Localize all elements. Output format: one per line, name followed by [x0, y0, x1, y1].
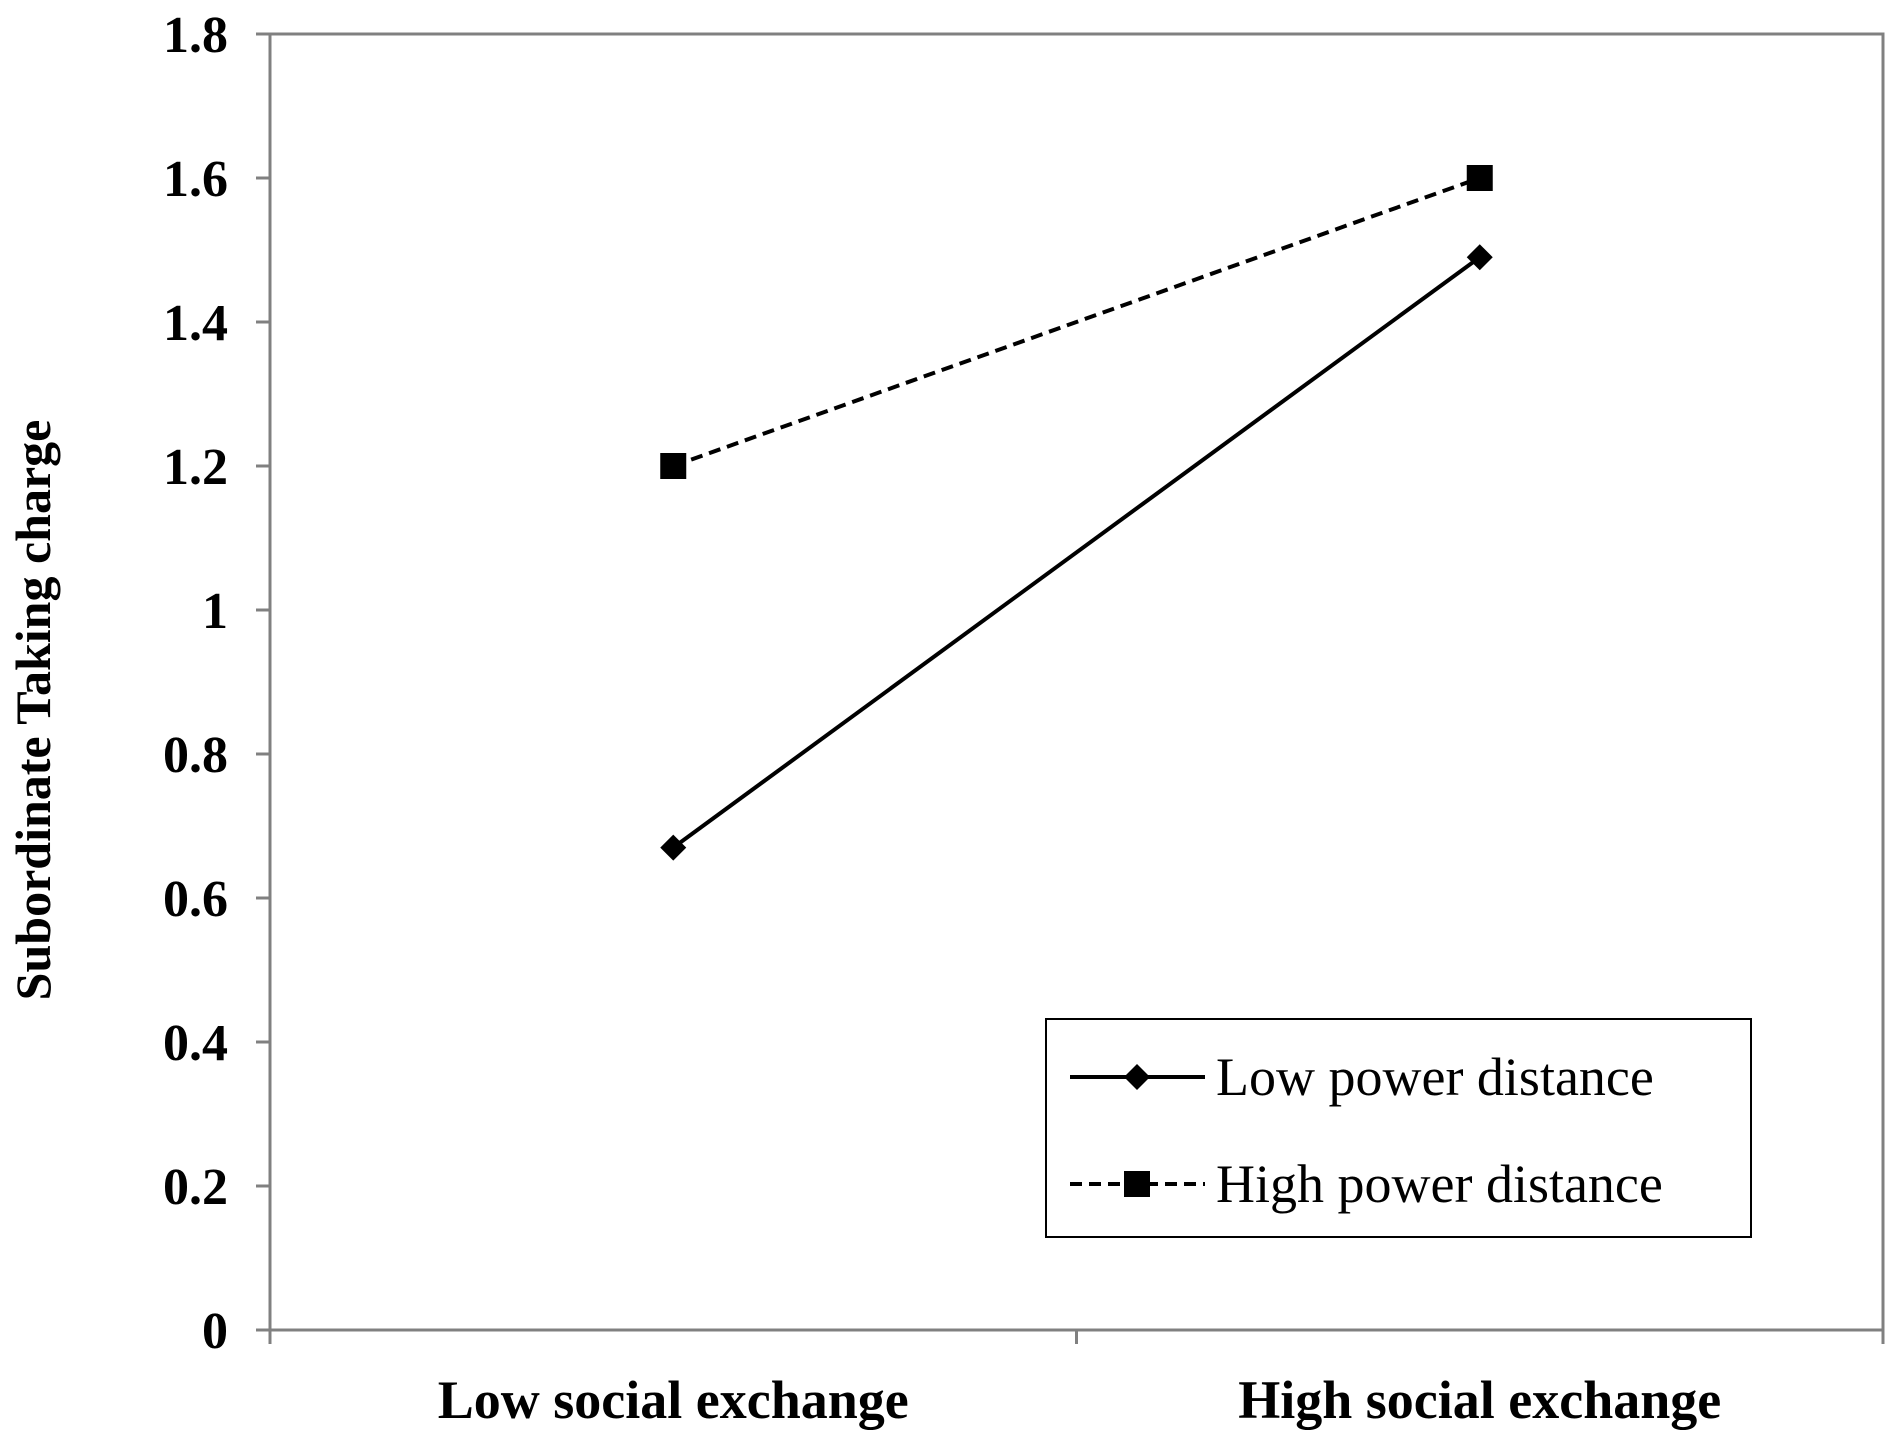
- x-category-label: Low social exchange: [438, 1370, 909, 1430]
- series-layer: [660, 165, 1493, 861]
- y-tick-label: 1: [202, 583, 228, 640]
- y-axis: 0 0.2 0.4 0.6 0.8 1 1.2 1.4 1.6 1.8: [163, 7, 270, 1360]
- y-tick-label: 1.6: [163, 151, 228, 208]
- series-line: [672, 176, 1481, 468]
- data-point: [660, 453, 687, 479]
- legend-box: [1045, 1018, 1752, 1238]
- legend-label: High power distance: [1216, 1154, 1663, 1214]
- y-tick-label: 1.4: [163, 295, 228, 352]
- x-axis: Low social exchange High social exchange: [268, 1330, 1885, 1430]
- legend-marker: [1124, 1064, 1150, 1090]
- legend-items: Low power distance High power distance: [1070, 1047, 1663, 1214]
- y-axis-title: Subordinate Taking charge: [5, 420, 61, 1001]
- legend-marker: [1124, 1171, 1150, 1197]
- y-tick-label: 1.2: [163, 439, 228, 496]
- data-point: [1466, 244, 1493, 271]
- data-point: [660, 834, 687, 861]
- y-tick-label: 0.8: [163, 727, 228, 784]
- data-point: [1466, 165, 1493, 191]
- y-tick-label: 0.4: [163, 1015, 228, 1072]
- legend: Low power distance High power distance: [1045, 1018, 1752, 1238]
- series-square: [660, 165, 1493, 479]
- y-tick-label: 1.8: [163, 7, 228, 64]
- y-tick-label: 0: [202, 1303, 228, 1360]
- y-tick-label: 0.6: [163, 871, 228, 928]
- series-line: [672, 255, 1481, 850]
- x-category-label: High social exchange: [1238, 1370, 1721, 1430]
- series-diamond: [660, 244, 1493, 861]
- y-tick-label: 0.2: [163, 1159, 228, 1216]
- legend-label: Low power distance: [1216, 1047, 1654, 1107]
